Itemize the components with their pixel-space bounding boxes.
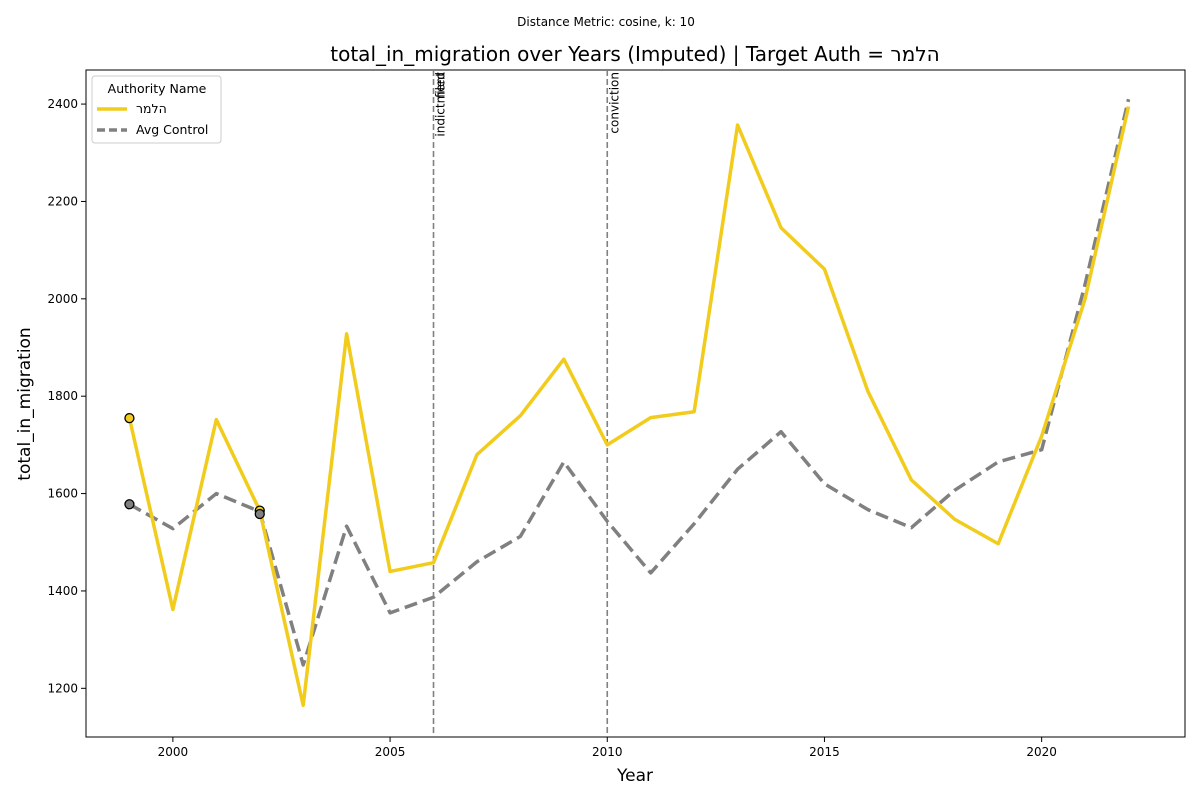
y-tick-label: 2200 [47, 194, 78, 208]
legend-entries: הלמר Avg Control [97, 101, 208, 137]
x-tick-label: 2010 [592, 745, 623, 759]
legend-title: Authority Name [108, 81, 207, 96]
series-line [127, 106, 1131, 708]
data-point-marker [254, 508, 265, 520]
chart-suptitle: Distance Metric: cosine, k: 10 [517, 15, 695, 29]
y-tick-label: 2000 [47, 292, 78, 306]
legend-box [91, 75, 222, 144]
y-tick-label: 2400 [47, 97, 78, 111]
x-axis-ticks: 2000 2005 2010 2015 2020 [158, 737, 1057, 759]
event-label: conviction [607, 72, 621, 134]
x-axis-label: Year [616, 766, 653, 786]
x-tick-label: 2000 [158, 745, 189, 759]
y-tick-label: 1400 [47, 584, 78, 598]
legend-label: הלמר [136, 101, 167, 116]
y-axis-label: total_in_migration [15, 327, 35, 480]
y-tick-label: 1800 [47, 389, 78, 403]
event-label: indictment [434, 72, 448, 137]
x-tick-label: 2020 [1026, 745, 1057, 759]
x-tick-label: 2015 [809, 745, 840, 759]
data-point-marker [124, 499, 135, 510]
legend: Authority Name הלמר Avg Control [91, 75, 222, 144]
x-tick-label: 2005 [375, 745, 406, 759]
chart-title: total_in_migration over Years (Imputed) … [330, 42, 939, 66]
y-axis-ticks: 1200 1400 1600 1800 2000 2200 2400 [47, 97, 86, 695]
series-line [128, 98, 1131, 667]
plot-frame [85, 69, 1186, 738]
event-label: filed [434, 72, 448, 98]
legend-label: Avg Control [136, 122, 208, 137]
y-tick-label: 1200 [47, 681, 78, 695]
series-lines [127, 98, 1131, 708]
data-point-marker [124, 412, 135, 424]
plot-area: 2000 2005 2010 2015 2020 1200 1400 1600 1800 200… [47, 69, 1186, 759]
series-markers [124, 412, 265, 520]
y-tick-label: 1600 [47, 487, 78, 501]
